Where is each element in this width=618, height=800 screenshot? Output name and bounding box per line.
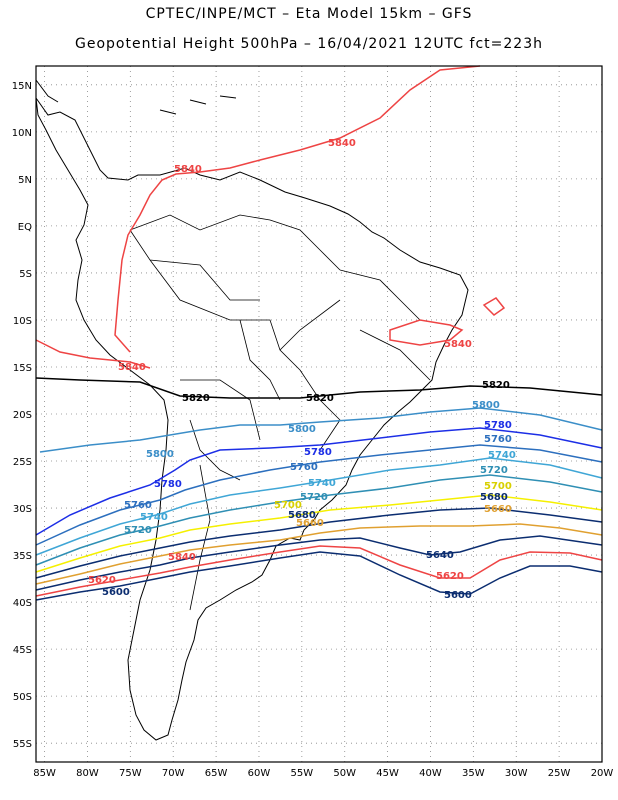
lon-tick-label: 30W bbox=[505, 768, 528, 779]
lon-tick-label: 75W bbox=[119, 768, 142, 779]
contour-5780 bbox=[35, 427, 603, 536]
lat-tick-label: 25S bbox=[13, 457, 32, 468]
lat-tick-label: 35S bbox=[13, 551, 32, 562]
contour-label-5600: 5600 bbox=[444, 590, 472, 601]
contour-label-5680: 5680 bbox=[480, 492, 508, 503]
contour-label-5780: 5780 bbox=[304, 447, 332, 458]
contour-label-5760: 5760 bbox=[124, 500, 152, 511]
lat-tick-label: 30S bbox=[13, 504, 32, 515]
contour-label-5620: 5620 bbox=[436, 571, 464, 582]
contour-label-5720: 5720 bbox=[480, 465, 508, 476]
contour-label-5660: 5660 bbox=[296, 518, 324, 529]
contour-label-5840: 5840 bbox=[168, 552, 196, 563]
lon-tick-label: 80W bbox=[76, 768, 99, 779]
lat-tick-label: 15S bbox=[13, 363, 32, 374]
contour-label-5740: 5740 bbox=[488, 450, 516, 461]
south-america-coastline bbox=[35, 97, 469, 741]
central-america-coast bbox=[35, 79, 59, 103]
lon-tick-label: 85W bbox=[33, 768, 56, 779]
contour-label-5640: 5640 bbox=[426, 550, 454, 561]
contour-label-5760: 5760 bbox=[290, 462, 318, 473]
contour-5720 bbox=[35, 474, 603, 566]
contour-5700 bbox=[35, 494, 603, 573]
contour-label-5780: 5780 bbox=[154, 479, 182, 490]
contour-5840-east bbox=[389, 319, 464, 346]
lon-tick-label: 65W bbox=[205, 768, 228, 779]
contour-label-5660: 5660 bbox=[484, 504, 512, 515]
lon-tick-label: 55W bbox=[291, 768, 314, 779]
contour-label-5840: 5840 bbox=[118, 362, 146, 373]
lat-tick-label: 50S bbox=[13, 692, 32, 703]
chart-subtitle: Geopotential Height 500hPa – 16/04/2021 … bbox=[75, 36, 543, 52]
contour-label-5840: 5840 bbox=[444, 339, 472, 350]
contour-5840-blob bbox=[482, 297, 506, 316]
contour-5840-north bbox=[114, 65, 481, 353]
contour-label-5820: 5820 bbox=[182, 393, 210, 404]
axis-tick-labels: 15N 10N 5N EQ 5S 10S 15S 20S 25S 30S 35S 40S 45S 50S 5… bbox=[12, 81, 614, 779]
lon-tick-label: 50W bbox=[333, 768, 356, 779]
contour-label-5600: 5600 bbox=[102, 587, 130, 598]
contour-5680 bbox=[35, 507, 603, 579]
lat-tick-label: 10S bbox=[13, 316, 32, 327]
contour-5740 bbox=[35, 457, 603, 556]
lat-tick-label: 40S bbox=[13, 598, 32, 609]
contour-label-5700: 5700 bbox=[484, 481, 512, 492]
contour-label-5760: 5760 bbox=[484, 434, 512, 445]
contour-label-5800: 5800 bbox=[146, 449, 174, 460]
contour-label-5780: 5780 bbox=[484, 420, 512, 431]
lon-tick-label: 60W bbox=[248, 768, 271, 779]
contour-label-5820: 5820 bbox=[306, 393, 334, 404]
lat-tick-label: 15N bbox=[12, 81, 32, 92]
country-borders bbox=[129, 214, 431, 611]
lat-lon-grid bbox=[36, 66, 603, 762]
contour-5800 bbox=[39, 407, 603, 453]
lat-tick-label: 5N bbox=[18, 175, 32, 186]
contour-label-5800: 5800 bbox=[288, 424, 316, 435]
map-frame bbox=[35, 65, 603, 763]
contour-5600 bbox=[35, 551, 603, 601]
contour-5640 bbox=[35, 535, 603, 591]
lat-tick-label: 20S bbox=[13, 410, 32, 421]
contour-label-5720: 5720 bbox=[124, 525, 152, 536]
chart-title: CPTEC/INPE/MCT – Eta Model 15km – GFS bbox=[145, 6, 473, 22]
contour-label-5680: 5680 bbox=[288, 510, 316, 521]
contour-label-5620: 5620 bbox=[88, 575, 116, 586]
contour-layer bbox=[35, 65, 603, 601]
contour-label-5840: 5840 bbox=[174, 164, 202, 175]
lon-tick-label: 70W bbox=[162, 768, 185, 779]
lon-tick-label: 40W bbox=[419, 768, 442, 779]
lat-tick-label: 45S bbox=[13, 645, 32, 656]
lon-tick-label: 25W bbox=[548, 768, 571, 779]
contour-labels: 5840 5840 5840 5840 5840 5820 5820 5820 5800 5800… bbox=[88, 138, 516, 601]
lon-tick-label: 45W bbox=[376, 768, 399, 779]
contour-label-5820: 5820 bbox=[482, 380, 510, 391]
contour-5660 bbox=[35, 523, 603, 585]
contour-label-5720: 5720 bbox=[300, 492, 328, 503]
lon-tick-label: 35W bbox=[462, 768, 485, 779]
contour-5760 bbox=[35, 444, 603, 546]
contour-label-5700: 5700 bbox=[274, 500, 302, 511]
lat-tick-label: 10N bbox=[12, 128, 32, 139]
contour-label-5800: 5800 bbox=[472, 400, 500, 411]
lat-tick-label: 55S bbox=[13, 739, 32, 750]
lon-tick-label: 20W bbox=[591, 768, 614, 779]
contour-label-5740: 5740 bbox=[140, 512, 168, 523]
contour-5840-west bbox=[35, 339, 151, 369]
lat-tick-label: 5S bbox=[19, 269, 32, 280]
lat-tick-label: EQ bbox=[18, 222, 32, 233]
contour-label-5740: 5740 bbox=[308, 478, 336, 489]
caribbean-islands bbox=[159, 95, 237, 115]
contour-5820 bbox=[35, 377, 603, 399]
contour-5620 bbox=[35, 545, 603, 597]
contour-label-5840: 5840 bbox=[328, 138, 356, 149]
